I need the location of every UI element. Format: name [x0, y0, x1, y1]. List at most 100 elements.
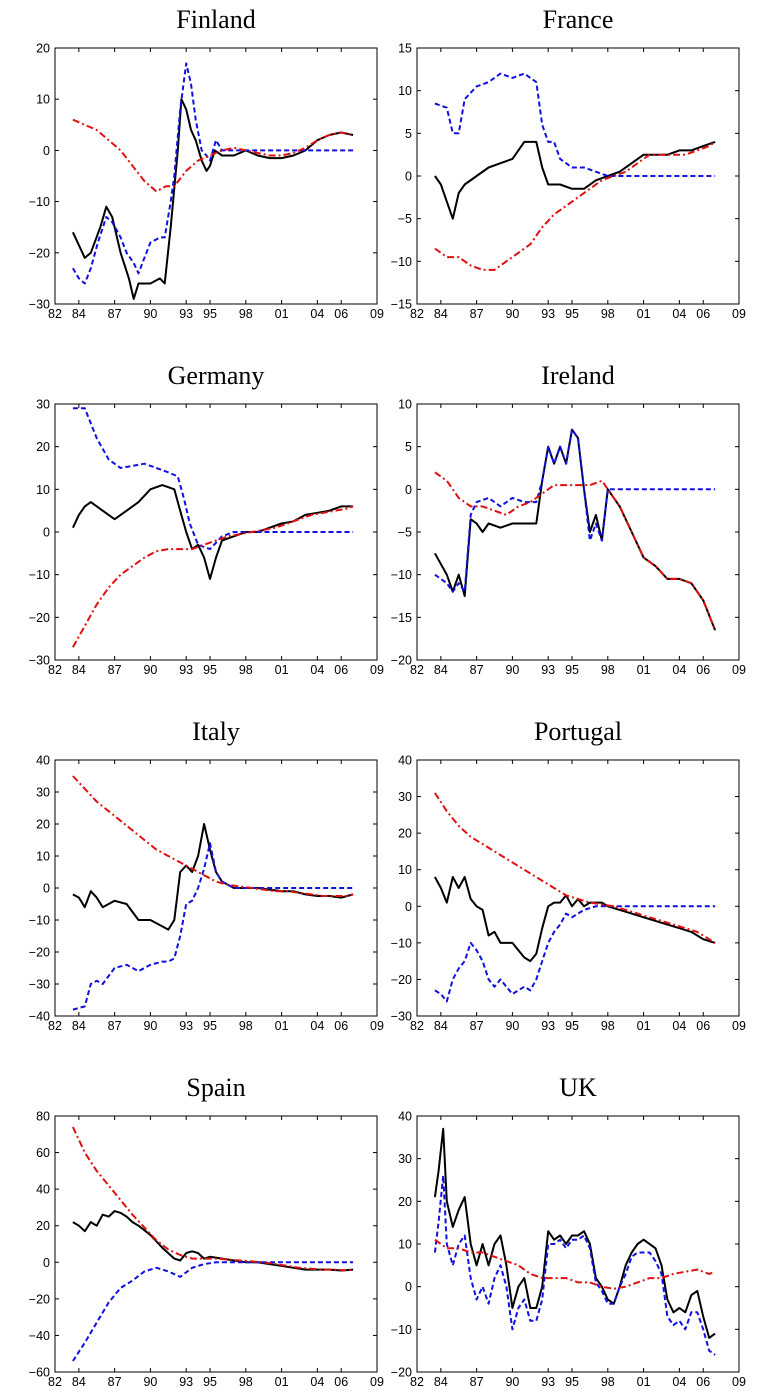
x-tick-label: 04: [310, 663, 324, 677]
x-tick-label: 98: [601, 1375, 615, 1389]
y-tick-label: 10: [398, 863, 412, 877]
y-tick-label: 20: [36, 42, 50, 56]
x-tick-label: 06: [696, 307, 710, 321]
x-tick-label: 93: [541, 307, 555, 321]
series-group: [71, 1126, 354, 1362]
x-tick-label: 09: [370, 1375, 384, 1389]
series-line-dashdot: [434, 792, 716, 944]
series-line-dashed: [72, 407, 354, 551]
x-tick-label: 04: [672, 663, 686, 677]
series-group: [71, 407, 354, 648]
x-tick-label: 82: [410, 663, 424, 677]
y-tick-label: 60: [36, 1146, 50, 1160]
x-tick-label: 06: [696, 1019, 710, 1033]
y-tick-label: −30: [29, 978, 50, 992]
series-line-dashed: [433, 1174, 716, 1356]
x-tick-label: 84: [72, 663, 86, 677]
x-tick-label: 01: [637, 1375, 651, 1389]
y-tick-label: 30: [398, 790, 412, 804]
y-tick-label: −15: [391, 298, 412, 312]
y-tick-label: 40: [36, 1183, 50, 1197]
x-tick-label: 87: [470, 307, 484, 321]
x-tick-label: 09: [370, 663, 384, 677]
x-tick-label: 84: [72, 307, 86, 321]
x-tick-label: 98: [601, 1019, 615, 1033]
panel-title: Spain: [186, 1073, 245, 1102]
x-tick-label: 01: [275, 307, 289, 321]
y-tick-label: 30: [36, 786, 50, 800]
x-tick-label: 84: [434, 663, 448, 677]
series-line-dashed: [434, 72, 716, 177]
y-tick-label: −10: [391, 255, 412, 269]
y-tick-label: 0: [405, 170, 412, 184]
x-tick-label: 90: [505, 1375, 519, 1389]
x-tick-label: 09: [370, 307, 384, 321]
y-tick-label: 80: [36, 1110, 50, 1124]
y-tick-label: 10: [398, 84, 412, 98]
plot-frame: [54, 759, 378, 1017]
x-tick-label: 84: [434, 307, 448, 321]
x-tick-label: 90: [143, 1019, 157, 1033]
y-tick-label: 20: [398, 827, 412, 841]
x-tick-label: 87: [108, 1019, 122, 1033]
y-tick-label: 40: [398, 754, 412, 768]
chart-panel-portugal: Portugal 82 84 87 90 93 95 98 01 04 06 09 40 30 20 10 0 −…: [391, 717, 746, 1033]
series-line-solid: [434, 140, 716, 220]
x-tick-label: 06: [334, 1375, 348, 1389]
y-tick-label: 40: [398, 1110, 412, 1124]
series-line-dashed: [72, 842, 354, 1011]
x-tick-label: 01: [275, 1375, 289, 1389]
x-tick-label: 93: [179, 307, 193, 321]
series-group: [72, 775, 354, 1011]
y-tick-label: −30: [391, 1010, 412, 1024]
y-tick-label: 0: [43, 144, 50, 158]
x-tick-label: 87: [470, 1375, 484, 1389]
x-tick-label: 93: [541, 663, 555, 677]
x-tick-label: 93: [179, 663, 193, 677]
x-tick-label: 87: [108, 1375, 122, 1389]
y-tick-label: 20: [36, 818, 50, 832]
series-group: [434, 792, 716, 1003]
y-tick-label: 15: [398, 42, 412, 56]
y-tick-label: 0: [43, 526, 50, 540]
x-tick-label: 01: [275, 1019, 289, 1033]
x-tick-label: 98: [239, 1375, 253, 1389]
panel-title: Finland: [176, 5, 255, 34]
y-tick-label: 20: [36, 1219, 50, 1233]
x-tick-label: 95: [203, 1375, 217, 1389]
x-tick-label: 93: [179, 1375, 193, 1389]
x-tick-label: 06: [334, 307, 348, 321]
series-line-dashdot: [72, 775, 354, 897]
x-tick-label: 87: [470, 663, 484, 677]
x-tick-label: 93: [541, 1375, 555, 1389]
series-line-solid: [71, 98, 354, 300]
x-tick-label: 01: [637, 663, 651, 677]
series-line-dashdot: [434, 471, 717, 631]
series-line-solid: [433, 1127, 716, 1339]
y-tick-label: 40: [36, 754, 50, 768]
series-line-solid: [71, 484, 354, 580]
series-line-dashed: [434, 428, 716, 593]
series-line-dashdot: [434, 1238, 716, 1290]
y-tick-label: −10: [29, 914, 50, 928]
x-tick-label: 98: [239, 1019, 253, 1033]
series-line-dashed: [72, 1261, 354, 1362]
x-tick-label: 98: [601, 307, 615, 321]
y-tick-label: 5: [405, 440, 412, 454]
y-tick-label: 0: [43, 1256, 50, 1270]
x-tick-label: 98: [239, 307, 253, 321]
panel-title: UK: [559, 1073, 597, 1102]
x-tick-label: 09: [370, 1019, 384, 1033]
y-tick-label: 0: [405, 483, 412, 497]
chart-panel-germany: Germany 82 84 87 90 93 95 98 01 04 06 09 30 20 10 0 −10 −…: [29, 361, 384, 677]
x-tick-label: 82: [48, 1375, 62, 1389]
series-line-dashdot: [71, 1126, 354, 1272]
x-tick-label: 09: [732, 1019, 746, 1033]
y-tick-label: −20: [29, 611, 50, 625]
x-tick-label: 95: [203, 307, 217, 321]
y-tick-label: 30: [36, 398, 50, 412]
y-tick-label: 10: [36, 93, 50, 107]
series-group: [71, 62, 354, 300]
x-tick-label: 98: [601, 663, 615, 677]
chart-panel-france: France 82 84 87 90 93 95 98 01 04 06 09 15 10 5 0 −5 −10 −…: [391, 5, 746, 321]
